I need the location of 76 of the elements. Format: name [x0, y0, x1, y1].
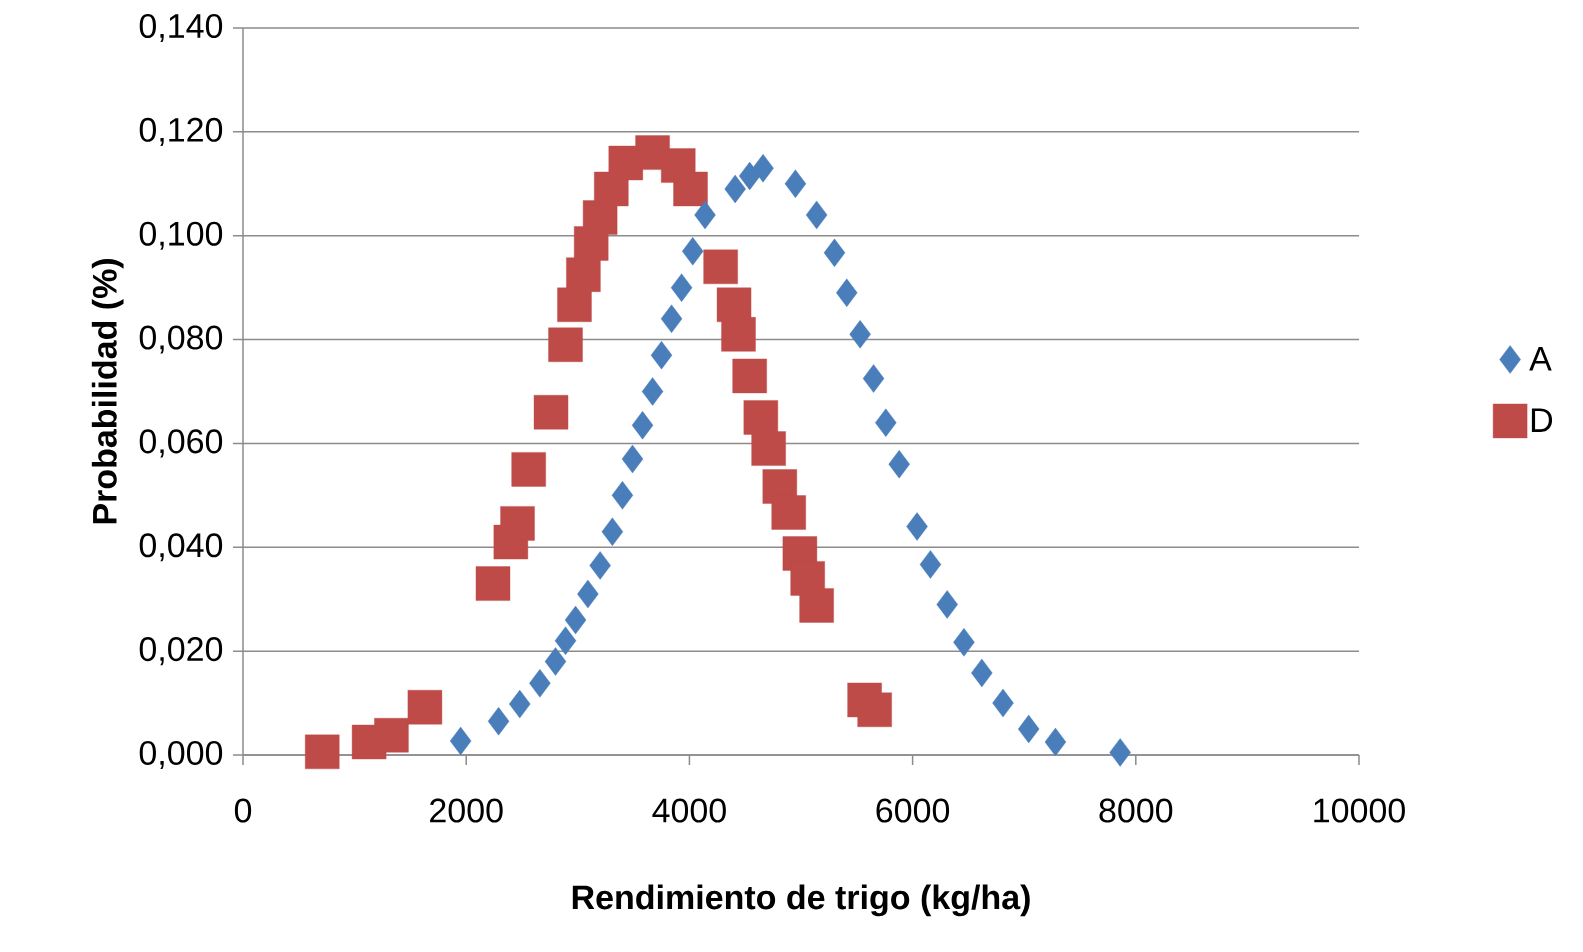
y-tick-label: 0,080: [139, 325, 223, 354]
point: [771, 495, 806, 530]
point: [548, 327, 583, 362]
point: [1109, 738, 1131, 767]
point: [533, 395, 569, 430]
point: [1044, 727, 1067, 757]
x-axis-title: Rendimiento de trigo (kg/ha): [572, 884, 1030, 917]
point: [670, 273, 693, 302]
point: [936, 590, 958, 619]
x-tick-label: 10000: [1314, 798, 1405, 823]
point: [694, 200, 716, 230]
point: [875, 408, 897, 437]
point: [577, 579, 599, 609]
y-axis-title: Probabilidad (%): [91, 259, 124, 524]
point: [752, 154, 774, 183]
x-tick-label: 2000: [430, 798, 503, 823]
point: [509, 689, 531, 719]
point: [823, 238, 846, 268]
point: [589, 551, 611, 580]
point: [888, 449, 910, 479]
point: [992, 688, 1014, 718]
point: [682, 237, 704, 266]
point: [799, 588, 834, 623]
x-tick-label: 4000: [652, 798, 726, 823]
point: [621, 444, 644, 474]
y-tick-label: 0,000: [139, 740, 223, 770]
point: [487, 707, 510, 736]
point: [529, 669, 551, 698]
point: [1017, 714, 1040, 744]
x-tick-label: 8000: [1099, 798, 1173, 823]
point: [449, 726, 472, 756]
point: [805, 200, 828, 230]
point: [751, 431, 786, 466]
point: [703, 249, 738, 285]
point: [566, 257, 601, 292]
y-tick-label: 0,120: [139, 117, 223, 146]
point: [919, 550, 942, 579]
legend-label: A: [1529, 347, 1552, 371]
x-tick-label: 0: [234, 798, 252, 823]
point: [641, 377, 664, 406]
point: [738, 161, 761, 191]
point: [611, 481, 634, 510]
point: [953, 628, 975, 657]
point: [862, 364, 885, 393]
point: [511, 452, 546, 487]
point: [374, 718, 409, 753]
point: [849, 320, 871, 349]
y-tick-label: 0,060: [139, 429, 223, 458]
point: [557, 287, 592, 322]
y-tick-label: 0,100: [139, 221, 223, 250]
point: [857, 692, 892, 728]
point: [673, 171, 708, 207]
point: [732, 358, 767, 394]
point: [407, 690, 443, 725]
point: [631, 411, 654, 440]
point: [544, 647, 567, 676]
point: [500, 506, 535, 541]
y-tick-label: 0,140: [139, 13, 223, 43]
point: [650, 340, 673, 370]
point: [305, 734, 340, 770]
point: [564, 605, 587, 635]
point: [743, 400, 779, 435]
legend-label: D: [1531, 408, 1553, 432]
point: [971, 658, 993, 688]
point: [554, 626, 577, 655]
point: [784, 169, 807, 198]
point: [601, 517, 624, 546]
x-tick-label: 6000: [876, 798, 950, 823]
point: [660, 304, 683, 333]
y-tick-label: 0,020: [139, 637, 223, 666]
point: [721, 317, 756, 352]
point: [836, 278, 858, 308]
y-tick-label: 0,040: [139, 533, 223, 562]
point: [906, 512, 928, 541]
point: [475, 566, 511, 601]
point: [724, 174, 746, 204]
